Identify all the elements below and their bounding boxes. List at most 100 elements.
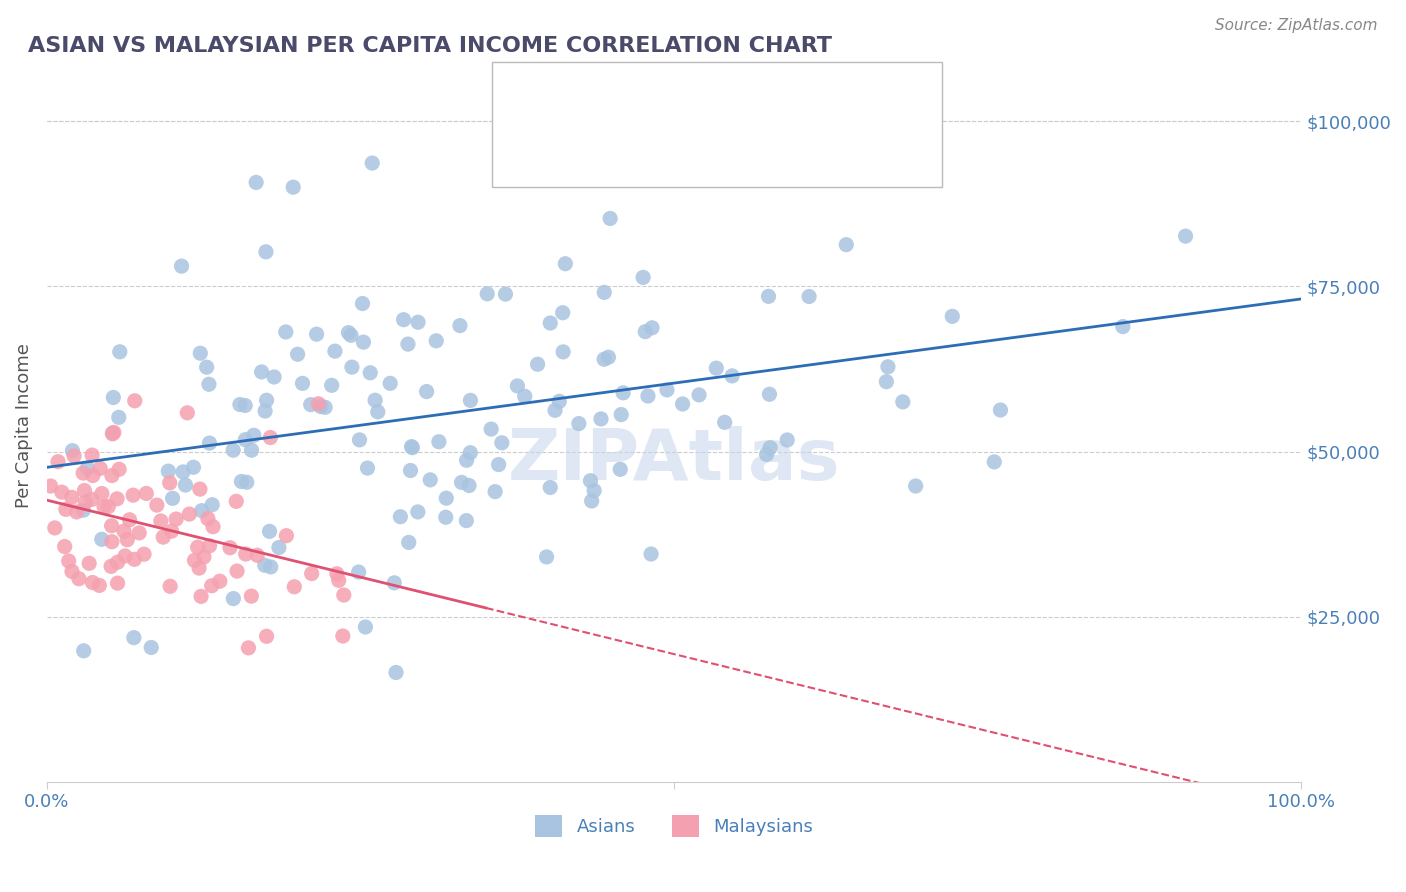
Point <box>260 560 283 574</box>
Point <box>671 397 693 411</box>
Text: 0.087: 0.087 <box>640 93 707 112</box>
Point <box>367 405 389 419</box>
Point <box>352 335 374 350</box>
Point <box>122 488 145 502</box>
Text: R =: R = <box>569 140 612 159</box>
Point <box>460 393 482 408</box>
Point <box>634 325 657 339</box>
Point <box>513 389 536 403</box>
Point <box>44 521 66 535</box>
Point <box>283 580 305 594</box>
Point <box>146 498 169 512</box>
Point <box>90 486 112 500</box>
Point <box>259 524 281 539</box>
Point <box>253 558 276 573</box>
Point <box>340 360 363 375</box>
Point <box>593 352 616 367</box>
Point <box>60 565 83 579</box>
Point <box>593 285 616 300</box>
Point <box>333 588 356 602</box>
Point <box>283 180 305 194</box>
Point <box>183 460 205 475</box>
Point <box>538 480 561 494</box>
Point <box>231 475 253 489</box>
Point <box>152 530 174 544</box>
Point <box>450 475 472 490</box>
Point <box>124 393 146 408</box>
Point <box>456 514 478 528</box>
Text: ZIPAtlas: ZIPAtlas <box>508 426 841 495</box>
Point <box>797 289 820 303</box>
Point <box>179 507 201 521</box>
Point <box>108 462 131 476</box>
Point <box>72 503 94 517</box>
Point <box>100 559 122 574</box>
Point <box>73 483 96 498</box>
Point <box>389 509 412 524</box>
Point <box>256 629 278 643</box>
Point <box>188 482 211 496</box>
Point <box>63 449 86 463</box>
Point <box>208 574 231 589</box>
Point <box>434 510 457 524</box>
Point <box>188 346 211 360</box>
Point <box>82 468 104 483</box>
Point <box>637 389 659 403</box>
Point <box>39 479 62 493</box>
Point <box>245 176 267 190</box>
Point <box>291 376 314 391</box>
Point <box>105 491 128 506</box>
Point <box>332 629 354 643</box>
Point <box>89 578 111 592</box>
Point <box>67 572 90 586</box>
Legend: Asians, Malaysians: Asians, Malaysians <box>529 807 820 844</box>
Point <box>195 360 218 375</box>
Point <box>243 428 266 442</box>
Point <box>688 388 710 402</box>
Point <box>263 370 285 384</box>
Point <box>309 400 332 414</box>
Point <box>103 425 125 440</box>
Point <box>589 412 612 426</box>
Point <box>352 296 374 310</box>
Point <box>458 478 481 492</box>
Point <box>160 524 183 538</box>
Point <box>97 500 120 514</box>
Point <box>90 533 112 547</box>
Point <box>396 337 419 351</box>
Point <box>479 422 502 436</box>
Point <box>80 492 103 507</box>
Point <box>235 547 257 561</box>
Point <box>328 574 350 588</box>
Point <box>187 540 209 554</box>
Point <box>538 316 561 330</box>
Point <box>526 357 548 371</box>
Point <box>983 455 1005 469</box>
Point <box>197 511 219 525</box>
Point <box>361 156 384 170</box>
Point <box>198 377 221 392</box>
Point <box>484 484 506 499</box>
Point <box>581 494 603 508</box>
Point <box>229 398 252 412</box>
Point <box>536 549 558 564</box>
Point <box>276 529 298 543</box>
Point <box>55 502 77 516</box>
Point <box>157 464 180 478</box>
Point <box>172 465 194 479</box>
Point <box>758 289 780 303</box>
Point <box>254 404 277 418</box>
Point <box>62 443 84 458</box>
Point <box>107 555 129 569</box>
Point <box>118 513 141 527</box>
Point <box>804 164 827 178</box>
Point <box>100 518 122 533</box>
Point <box>347 565 370 579</box>
Point <box>73 644 96 658</box>
Point <box>598 350 620 364</box>
Point <box>51 485 73 500</box>
Point <box>399 463 422 477</box>
Point <box>159 579 181 593</box>
Point <box>250 365 273 379</box>
Point <box>434 491 457 505</box>
